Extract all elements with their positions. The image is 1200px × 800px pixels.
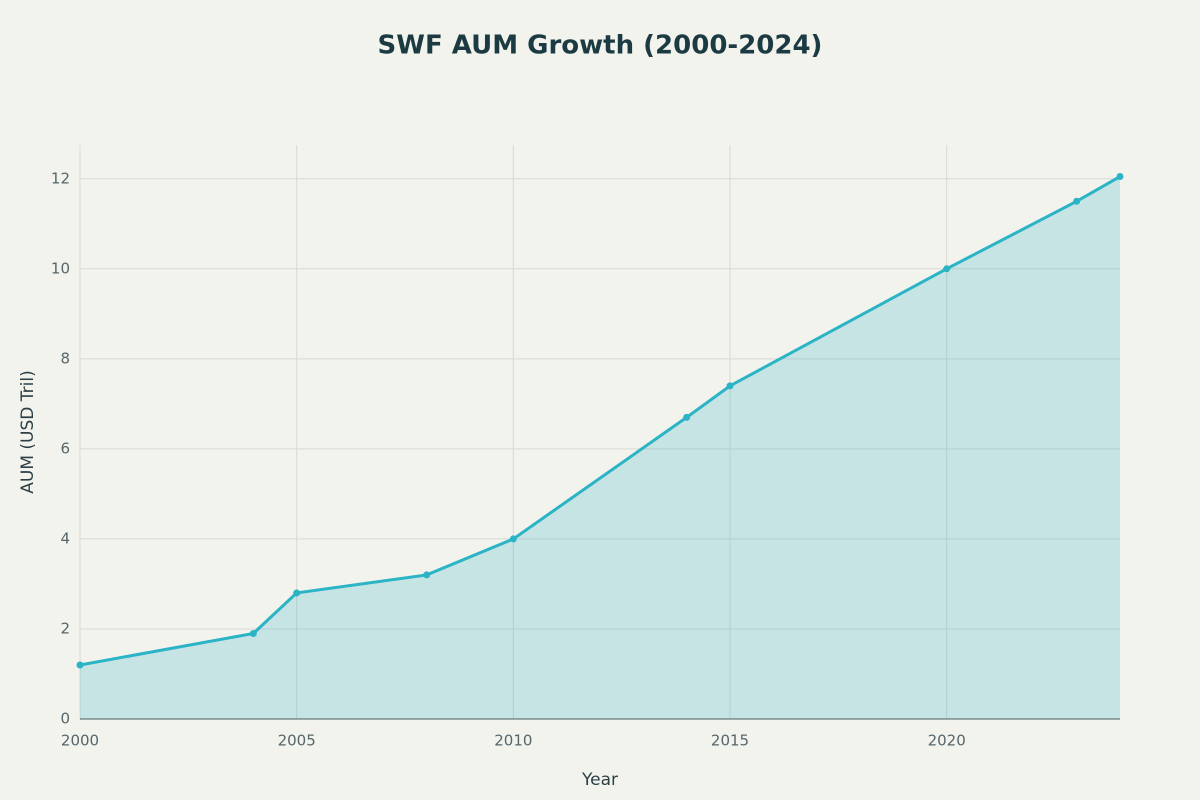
point <box>1073 197 1081 205</box>
chart-title: SWF AUM Growth (2000-2024) <box>378 31 823 61</box>
point <box>509 535 517 543</box>
x-tick-label: 2015 <box>711 732 749 750</box>
line <box>79 175 1121 667</box>
point <box>76 661 84 669</box>
y-axis-title: AUM (USD Tril) <box>18 370 38 493</box>
y-tick-label: 4 <box>60 529 70 547</box>
y-tick-label: 10 <box>51 259 70 277</box>
point <box>423 571 431 579</box>
point <box>293 589 301 597</box>
point <box>943 265 951 273</box>
x-tick-label: 2000 <box>61 732 99 750</box>
point <box>683 413 691 421</box>
point <box>1116 173 1124 181</box>
x-tick-label: 2020 <box>928 732 966 750</box>
x-axis-title: Year <box>581 770 618 790</box>
x-tick-label: 2005 <box>278 732 316 750</box>
y-tick-label: 0 <box>60 710 70 728</box>
y-tick-label: 8 <box>60 349 70 367</box>
area-fill <box>80 176 1120 719</box>
x-tick-label: 2010 <box>494 732 532 750</box>
y-tick-label: 6 <box>60 439 70 457</box>
point <box>726 382 734 390</box>
y-tick-label: 12 <box>51 169 70 187</box>
point <box>249 629 257 637</box>
y-tick-label: 2 <box>60 619 70 637</box>
